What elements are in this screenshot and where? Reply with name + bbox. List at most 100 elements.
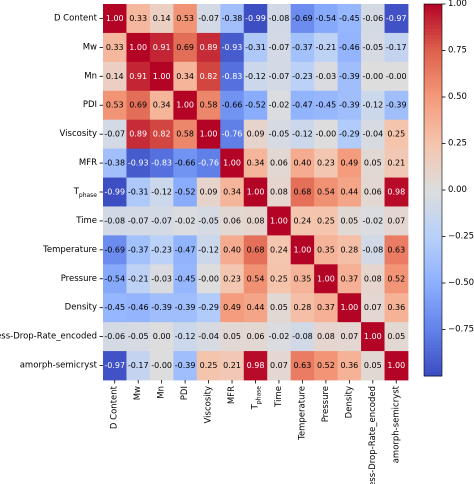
heatmap-cell: [103, 264, 127, 294]
heatmap-cell: [361, 177, 385, 207]
colorbar-segment: [424, 50, 442, 55]
cell-value-label: -0.06: [104, 332, 125, 341]
cell-value-label: -0.17: [128, 361, 149, 370]
colorbar-segment: [424, 329, 442, 334]
heatmap-cell: [103, 206, 127, 236]
cell-value-label: -0.37: [128, 245, 149, 254]
heatmap-cell: [196, 4, 221, 34]
cell-value-label: 0.91: [129, 72, 147, 81]
heatmap-cell: [290, 90, 315, 121]
cell-value-label: 0.53: [106, 101, 124, 110]
colorbar-segment: [424, 121, 442, 126]
cell-value-label: -0.12: [198, 245, 219, 254]
colorbar-segment: [424, 348, 442, 352]
cell-value-label: -0.66: [175, 159, 196, 168]
heatmap-cell: [314, 90, 339, 121]
cell-value-label: -0.17: [386, 43, 407, 52]
colorbar-segment: [424, 295, 442, 299]
colorbar-segment: [424, 245, 442, 250]
colorbar-segment: [424, 56, 442, 61]
colorbar-segment: [424, 53, 442, 58]
cell-value-label: 0.25: [270, 274, 288, 283]
heatmap-cell: [337, 351, 362, 381]
heatmap-cell: [290, 351, 315, 381]
heatmap-cell: [361, 148, 385, 178]
cell-value-label: 0.25: [200, 361, 218, 370]
cell-value-label: 0.40: [294, 159, 312, 168]
colorbar-segment: [424, 239, 442, 244]
colorbar-segment: [424, 137, 442, 141]
cell-value-label: -0.12: [292, 130, 313, 139]
heatmap-cell: [384, 206, 409, 236]
cell-value-label: 0.58: [176, 130, 194, 139]
cell-value-label: -0.12: [175, 332, 196, 341]
cell-value-label: -0.45: [104, 303, 125, 312]
heatmap-cell: [243, 206, 268, 236]
heatmap-cell: [126, 61, 151, 92]
heatmap-cell: [314, 148, 339, 178]
column-label: Press-Drop-Rate_encoded: [368, 386, 378, 484]
cell-value-label: -0.83: [222, 72, 243, 81]
cell-value-label: -0.08: [362, 245, 383, 254]
colorbar-segment: [424, 118, 442, 123]
cell-value-label: 0.36: [387, 303, 405, 312]
heatmap-cell: [314, 177, 339, 207]
heatmap-cell: [314, 206, 339, 236]
heatmap-cell: [384, 32, 409, 63]
cell-value-label: -0.07: [151, 216, 172, 225]
row-label: D Content: [54, 13, 98, 23]
colorbar-segment: [424, 252, 442, 256]
cell-value-label: 0.00: [153, 332, 171, 341]
heatmap-cell: [267, 4, 292, 34]
cell-value-label: -0.45: [316, 101, 337, 110]
heatmap-cell: [103, 351, 127, 381]
colorbar-segment: [424, 103, 442, 107]
heatmap-cell: [361, 61, 385, 92]
cell-value-label: 0.52: [317, 361, 335, 370]
heatmap-cell: [149, 264, 174, 294]
heatmap-cell: [103, 61, 127, 92]
heatmap-cell: [267, 90, 292, 121]
heatmap-cell: [173, 264, 198, 294]
cell-value-label: 1.00: [387, 361, 405, 370]
row-label: PDI: [83, 100, 97, 110]
cell-value-label: 0.37: [340, 274, 358, 283]
heatmap-cell: [314, 4, 339, 34]
column-labels: D Content Mw Mn PDI Viscosity MFR Tphase Time Te…: [110, 380, 401, 484]
colorbar-segment: [424, 168, 442, 172]
colorbar-segment: [424, 230, 442, 234]
colorbar-segment: [424, 217, 442, 222]
heatmap-cell: [337, 32, 362, 63]
cell-value-label: -0.12: [362, 101, 383, 110]
cell-value-label: 0.68: [294, 188, 312, 197]
heatmap-cell: [103, 293, 127, 323]
heatmap-cell: [290, 322, 315, 352]
colorbar-segment: [424, 35, 442, 39]
colorbar-segment: [424, 317, 442, 321]
heatmap-cell: [243, 322, 268, 352]
cell-value-label: -0.23: [292, 72, 313, 81]
colorbar-tick-label: 1.00: [448, 0, 467, 9]
colorbar-tick-label: −0.75: [448, 325, 474, 335]
heatmap-cell: [361, 4, 385, 34]
colorbar-segment: [424, 143, 442, 148]
colorbar-segment: [424, 332, 442, 337]
cell-value-label: -0.69: [292, 14, 313, 23]
colorbar-segment: [424, 211, 442, 216]
cell-value-label: -0.04: [198, 332, 219, 341]
heatmap-cell: [149, 351, 174, 381]
heatmap-cell: [314, 293, 339, 323]
cell-value-label: -0.39: [175, 303, 196, 312]
cell-value-label: 0.89: [129, 130, 147, 139]
row-label: MFR: [79, 158, 97, 168]
colorbar-segment: [424, 87, 442, 92]
row-label: Tphase: [73, 187, 98, 199]
heatmap-cell: [126, 322, 151, 352]
colorbar-segment: [424, 236, 442, 241]
colorbar-segment: [424, 97, 442, 101]
heatmap-cell: [337, 4, 362, 34]
cell-value-label: -0.83: [151, 159, 172, 168]
heatmap-cell: [220, 235, 245, 265]
cell-value-label: 0.21: [223, 361, 241, 370]
cell-value-label: 1.00: [317, 274, 335, 283]
